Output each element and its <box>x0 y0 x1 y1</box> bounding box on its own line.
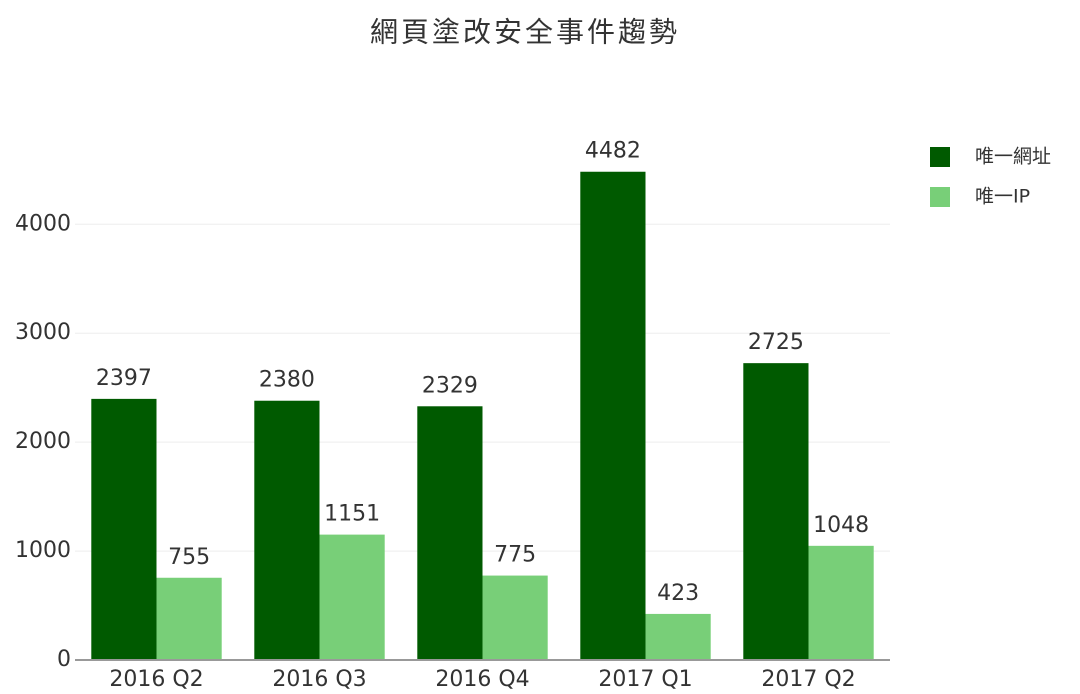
bar <box>645 613 711 660</box>
bar <box>91 398 157 660</box>
x-tick-label: 2017 Q1 <box>598 667 692 692</box>
legend-label: 唯一IP <box>975 186 1030 208</box>
bar <box>417 406 483 660</box>
x-tick-label: 2016 Q2 <box>109 667 203 692</box>
bar <box>482 575 548 660</box>
y-tick-label: 4000 <box>15 211 71 236</box>
data-label: 423 <box>657 581 699 606</box>
data-label: 2725 <box>748 330 804 355</box>
y-tick-label: 1000 <box>15 538 71 563</box>
bar <box>808 545 874 660</box>
data-label: 1048 <box>813 513 869 538</box>
chart-title: 網頁塗改安全事件趨勢 <box>370 16 680 49</box>
data-label: 755 <box>168 545 210 570</box>
data-label: 775 <box>494 543 536 568</box>
bar <box>580 171 646 660</box>
y-tick-label: 2000 <box>15 429 71 454</box>
bar <box>254 400 320 660</box>
data-label: 4482 <box>585 139 641 164</box>
x-tick-label: 2016 Q3 <box>272 667 366 692</box>
bar <box>156 577 222 660</box>
x-tick-label: 2016 Q4 <box>435 667 529 692</box>
bar <box>319 534 385 660</box>
x-tick-label: 2017 Q2 <box>761 667 855 692</box>
legend-swatch <box>930 147 950 167</box>
data-label: 2397 <box>96 366 152 391</box>
legend-swatch <box>930 187 950 207</box>
data-label: 1151 <box>324 502 380 527</box>
y-tick-label: 0 <box>57 647 71 672</box>
data-label: 2380 <box>259 368 315 393</box>
y-tick-label: 3000 <box>15 320 71 345</box>
data-label: 2329 <box>422 373 478 398</box>
legend-label: 唯一網址 <box>975 146 1051 168</box>
bar <box>743 363 809 660</box>
